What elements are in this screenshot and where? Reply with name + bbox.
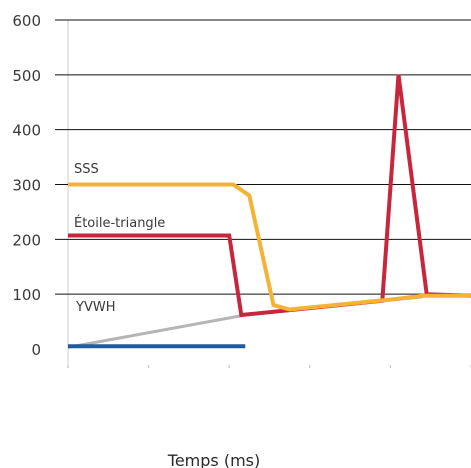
series-line-gray-ramp	[67, 295, 423, 349]
y-tick-label: 200	[12, 231, 41, 249]
x-tick-marks	[67, 365, 471, 368]
y-tick-label: 0	[31, 341, 41, 359]
series-lines	[67, 74, 471, 349]
y-tick-label: 100	[12, 286, 41, 304]
y-tick-label: 400	[12, 122, 41, 140]
series-label: SSS	[74, 162, 99, 177]
y-tick-labels: 0 100 200 300 400 500 600	[12, 12, 41, 359]
y-tick-label: 500	[12, 67, 41, 85]
x-axis-title: Temps (ms)	[167, 451, 260, 468]
series-label: YVWH	[75, 300, 115, 315]
y-tick-label: 300	[12, 177, 41, 195]
series-line-sss	[68, 182, 471, 312]
y-tick-label: 600	[12, 12, 41, 30]
series-label: Étoile-triangle	[74, 215, 165, 231]
series-labels: SSS Étoile-triangle YVWH	[74, 162, 165, 315]
